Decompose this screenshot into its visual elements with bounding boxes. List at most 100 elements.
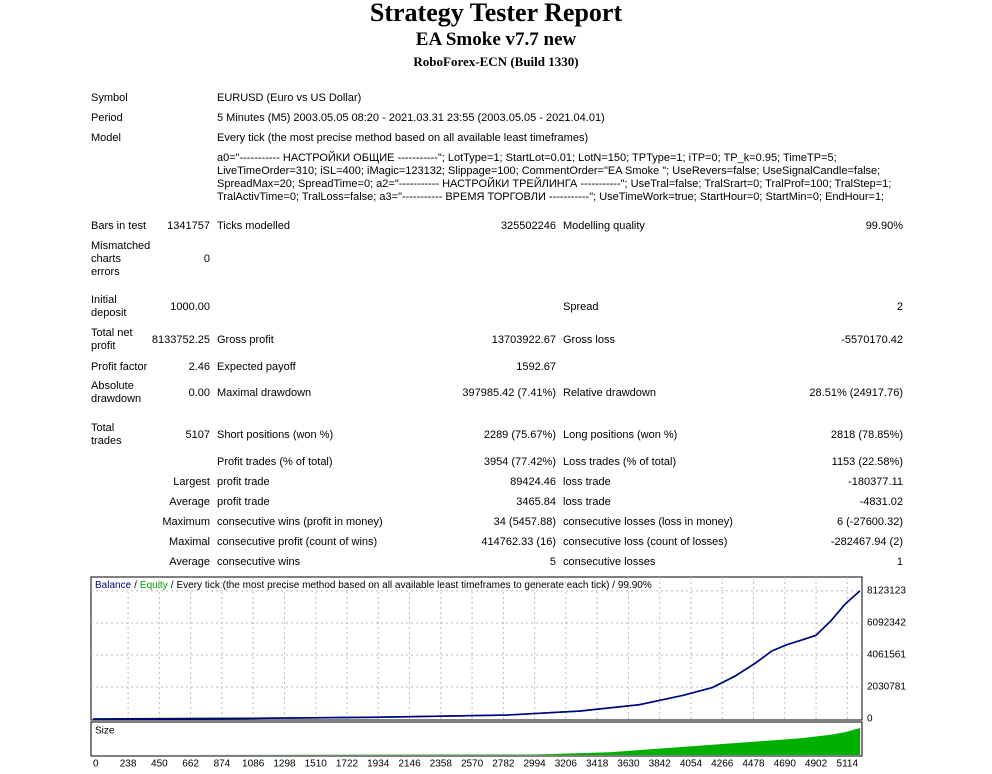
legend-entry: Equity xyxy=(140,580,168,591)
stat-label: Maximum xyxy=(162,515,210,528)
legend-separator: / xyxy=(134,580,137,591)
stat-label: Initial deposit xyxy=(91,294,127,319)
stat-value: 34 (5457.88) xyxy=(493,515,556,528)
stat-label: Gross profit xyxy=(217,333,274,346)
stat-label: Largest xyxy=(173,475,210,488)
stat-value: 325502246 xyxy=(500,219,556,232)
report-title: Strategy Tester Report xyxy=(369,0,623,27)
stat-label: consecutive profit (count of wins) xyxy=(217,535,378,548)
stat-label: Mismatched charts errors xyxy=(91,239,151,278)
y-tick-label: 2030781 xyxy=(867,682,906,693)
x-tick-label: 1510 xyxy=(305,759,328,770)
stat-value: 397985.42 (7.41%) xyxy=(462,386,556,399)
stat-value: 8133752.25 xyxy=(151,333,210,346)
stat-value: 2.46 xyxy=(188,360,210,373)
stat-label: Profit factor xyxy=(91,360,148,373)
x-tick-label: 3630 xyxy=(617,759,640,770)
stat-value: -5570170.42 xyxy=(841,333,903,346)
size-label: Size xyxy=(95,726,115,737)
stat-label: Short positions (won %) xyxy=(217,428,334,441)
series-line xyxy=(92,590,861,720)
x-tick-label: 0 xyxy=(93,759,99,770)
stat-value: 99.90% xyxy=(865,219,903,232)
stat-label: Loss trades (% of total) xyxy=(563,455,677,468)
parameters-line: SpreadMax=20; SpreadTime=0; a2="--------… xyxy=(217,178,892,191)
info-label: Period xyxy=(91,111,123,124)
parameters-line: TralActivTime=0; TralLoss=false; a3="---… xyxy=(217,191,885,204)
x-tick-label: 3842 xyxy=(649,759,672,770)
x-tick-label: 2358 xyxy=(430,759,453,770)
stat-label: Profit trades (% of total) xyxy=(217,455,333,468)
stat-label: Average xyxy=(169,495,210,508)
stat-label: Average xyxy=(169,555,210,568)
x-tick-label: 4266 xyxy=(711,759,734,770)
legend: Balance / Equity / Every tick (the most prec… xyxy=(95,580,652,591)
stat-value: 13703922.67 xyxy=(491,333,556,346)
stat-value: 1153 (22.58%) xyxy=(831,455,903,468)
stat-label: consecutive wins (profit in money) xyxy=(217,515,383,528)
stat-label: Absolute drawdown xyxy=(91,380,142,405)
x-tick-label: 4478 xyxy=(742,759,765,770)
x-tick-label: 4902 xyxy=(805,759,828,770)
stat-value: -282467.94 (2) xyxy=(830,535,903,548)
stat-value: 1 xyxy=(896,555,903,568)
x-tick-label: 2570 xyxy=(461,759,484,770)
x-tick-label: 450 xyxy=(151,759,168,770)
report-build: RoboForex-ECN (Build 1330) xyxy=(413,54,579,69)
parameters-line: LiveTimeOrder=310; iSL=400; iMagic=12313… xyxy=(217,164,881,177)
x-tick-label: 3206 xyxy=(555,759,578,770)
y-tick-label: 4061561 xyxy=(867,650,906,661)
legend-entry: Balance xyxy=(95,580,132,591)
stat-label: Ticks modelled xyxy=(217,219,290,232)
stat-label: consecutive losses xyxy=(563,555,656,568)
stat-label: consecutive wins xyxy=(217,555,301,568)
stat-value: 2289 (75.67%) xyxy=(483,428,556,441)
report-subtitle: EA Smoke v7.7 new xyxy=(415,29,577,50)
x-tick-label: 5114 xyxy=(837,759,859,770)
x-tick-label: 1722 xyxy=(336,759,359,770)
stat-label: consecutive loss (count of losses) xyxy=(563,535,728,548)
x-tick-label: 662 xyxy=(182,759,199,770)
y-tick-label: 0 xyxy=(867,714,873,725)
stat-label: loss trade xyxy=(563,475,611,488)
x-tick-label: 2782 xyxy=(492,759,515,770)
stat-label: Total net profit xyxy=(91,327,133,352)
stat-value: 2 xyxy=(896,300,903,313)
stat-value: 1341757 xyxy=(167,219,210,232)
stat-value: -180377.11 xyxy=(848,475,903,488)
x-tick-label: 1298 xyxy=(273,759,296,770)
x-tick-label: 4054 xyxy=(680,759,703,770)
stat-value: 3465.84 xyxy=(516,495,556,508)
info-label: Model xyxy=(91,131,121,144)
x-tick-label: 2994 xyxy=(523,759,546,770)
x-tick-label: 1934 xyxy=(367,759,390,770)
stat-value: 0 xyxy=(203,252,210,265)
stat-label: Long positions (won %) xyxy=(563,428,678,441)
stat-label: Maximal xyxy=(169,535,210,548)
stat-value: 5107 xyxy=(185,428,210,441)
x-tick-label: 2146 xyxy=(398,759,421,770)
stat-value: 89424.46 xyxy=(510,475,556,488)
stat-value: 6 (-27600.32) xyxy=(836,515,903,528)
info-value: Every tick (the most precise method base… xyxy=(217,131,589,144)
stat-label: loss trade xyxy=(563,495,611,508)
stat-label: profit trade xyxy=(217,495,270,508)
stat-label: Gross loss xyxy=(563,333,615,346)
info-label: Symbol xyxy=(91,91,128,104)
x-tick-label: 4690 xyxy=(774,759,797,770)
stat-label: Bars in test xyxy=(91,219,147,232)
x-tick-label: 3418 xyxy=(586,759,609,770)
stat-label: Total trades xyxy=(91,422,122,447)
x-tick-label: 874 xyxy=(214,759,231,770)
legend-separator: / xyxy=(171,580,174,591)
stat-value: 0.00 xyxy=(188,386,210,399)
stat-value: 414762.33 (16) xyxy=(481,535,556,548)
legend-text: Every tick (the most precise method base… xyxy=(177,580,652,591)
stat-label: Spread xyxy=(563,300,599,313)
size-area xyxy=(93,728,860,755)
stat-label: Relative drawdown xyxy=(563,386,656,399)
stat-label: consecutive losses (loss in money) xyxy=(563,515,733,528)
stat-value: 1592.67 xyxy=(516,360,556,373)
